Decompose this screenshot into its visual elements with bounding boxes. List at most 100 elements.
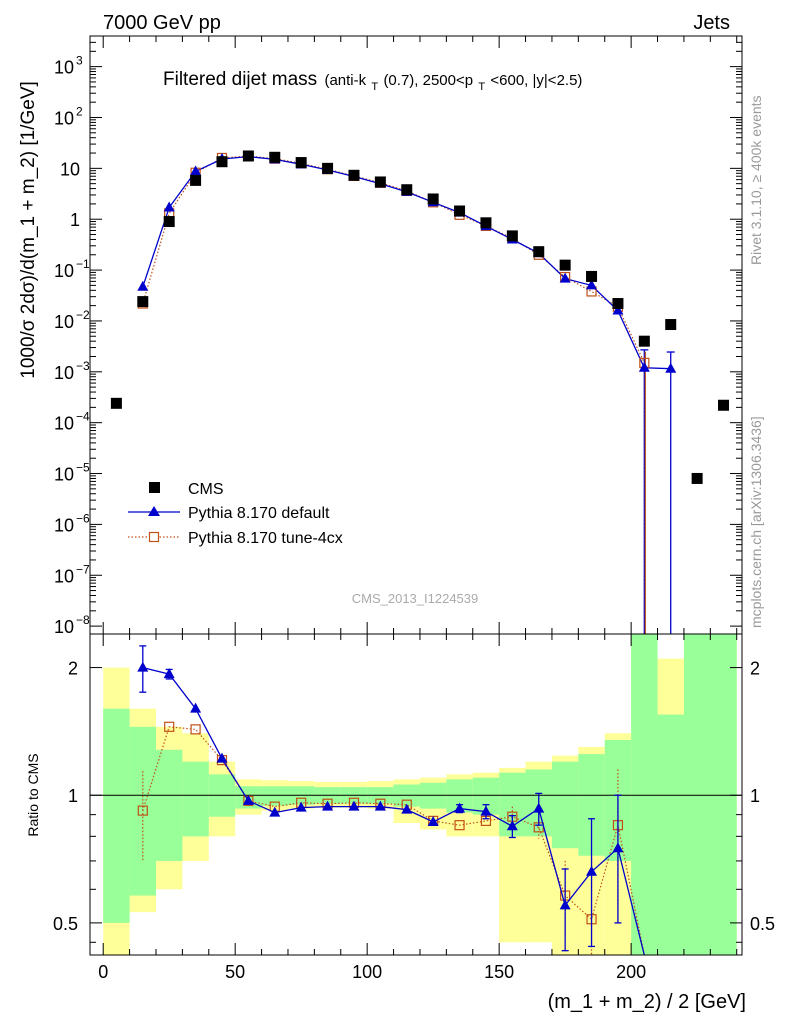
ratio-default-point [559, 899, 571, 910]
cms-point [401, 184, 413, 196]
ratio-default-point [269, 806, 281, 817]
cms-point [691, 472, 703, 484]
cms-point [533, 246, 545, 258]
cms-point [295, 157, 307, 169]
ratio-band-inner [155, 749, 183, 861]
y-tick-label: 10 [54, 414, 74, 434]
default-point [163, 201, 175, 212]
y-tick-exponent: −8 [76, 613, 90, 627]
ratio-default-point [612, 842, 624, 853]
main-title-sub-T: T [371, 81, 378, 93]
default-point [612, 304, 624, 315]
ratio-default-point [242, 794, 254, 805]
ratio-default-point [401, 803, 413, 814]
cms-point [322, 162, 334, 174]
side-mcplots-label: mcplots.cern.ch [arXiv:1306.3436] [748, 416, 764, 628]
legend-marker-tune [148, 531, 160, 543]
ratio-default-point [348, 800, 360, 811]
legend-marker-cms [149, 482, 160, 493]
x-tick-label: 100 [352, 962, 382, 982]
ratio-band-inner [551, 761, 579, 849]
y-tick-exponent: −3 [76, 359, 90, 373]
legend: CMS Pythia 8.170 default Pythia 8.170 tu… [128, 481, 343, 547]
ratio-y-tick-label-right: 0.5 [750, 914, 775, 934]
x-tick-label: 50 [225, 962, 245, 982]
main-title-sub-pre: (anti-k [324, 72, 366, 89]
x-axis-label: (m_1 + m_2) / 2 [GeV] [548, 991, 746, 1013]
ratio-default-point [374, 800, 386, 811]
y-tick-label: 10 [54, 566, 74, 586]
ratio-default-point [190, 702, 202, 713]
cms-point [427, 193, 439, 205]
cms-point [269, 151, 281, 163]
ratio-default-point [137, 661, 149, 672]
y-tick-label: 10 [54, 312, 74, 332]
watermark: CMS_2013_I1224539 [352, 591, 479, 606]
cms-point [506, 230, 518, 242]
cms-point [163, 216, 175, 228]
y-tick-exponent: −5 [76, 461, 90, 475]
y-tick-exponent: −2 [76, 308, 90, 322]
cms-point [665, 319, 677, 331]
ratio-default-point [586, 865, 598, 876]
legend-label-default: Pythia 8.170 default [188, 505, 330, 522]
default-point [665, 362, 677, 373]
main-title: Filtered dijet mass (anti-k T (0.7), 250… [163, 69, 582, 95]
header-left: 7000 GeV pp [103, 12, 221, 34]
y-tick-label: 10 [54, 58, 74, 78]
main-title-sub-mid: (0.7), 2500<p [383, 72, 473, 89]
cms-point [110, 397, 122, 409]
x-tick-label: 0 [98, 962, 108, 982]
ratio-tune-point [190, 724, 201, 735]
legend-label-cms: CMS [188, 481, 224, 498]
cms-point [559, 259, 571, 271]
legend-label-tune: Pythia 8.170 tune-4cx [188, 530, 343, 547]
ratio-tune-point [137, 805, 148, 816]
ratio-default-point [454, 802, 466, 813]
ratio-band-inner [129, 726, 156, 896]
ratio-y-tick-label-right: 2 [750, 659, 760, 679]
y-tick-label: 1 [70, 210, 80, 230]
ratio-default-point [533, 802, 545, 813]
ratio-band-inner [103, 708, 130, 923]
cms-point [348, 169, 360, 181]
cms-point [190, 174, 202, 186]
y-tick-exponent: −6 [76, 511, 90, 525]
ratio-y-tick-label: 2 [68, 659, 78, 679]
legend-marker-default [148, 506, 160, 516]
ratio-default-point [216, 752, 228, 763]
ratio-default-point [322, 800, 334, 811]
ratio-band-inner [657, 714, 684, 955]
default-point [559, 272, 571, 283]
cms-point [612, 298, 624, 310]
cms-point [216, 156, 228, 168]
ratio-band-inner [631, 634, 658, 955]
y-tick-label: 10 [54, 363, 74, 383]
main-title-main: Filtered dijet mass [163, 69, 317, 90]
ratio-frame [89, 633, 743, 956]
cms-point [137, 296, 149, 308]
y-tick-exponent: −7 [76, 562, 90, 576]
ratio-default-point [295, 801, 307, 812]
ratio-y-tick-label: 1 [68, 786, 78, 806]
default-point [137, 280, 149, 291]
default-point [586, 279, 598, 290]
y-tick-label: 10 [54, 108, 74, 128]
y-tick-exponent: 2 [76, 104, 83, 118]
side-rivet-label: Rivet 3.1.10, ≥ 400k events [748, 95, 764, 265]
series-line-tune [142, 155, 645, 634]
cms-point [638, 335, 650, 347]
ratio-default-point [506, 820, 518, 831]
y-tick-label: 10 [54, 617, 74, 637]
x-tick-label: 150 [484, 962, 514, 982]
ratio-y-tick-label-right: 1 [750, 786, 760, 806]
default-point [190, 165, 202, 176]
default-point [638, 361, 650, 372]
y-tick-exponent: −1 [76, 257, 90, 271]
ratio-band-inner [261, 786, 288, 806]
ratio-tune-point [454, 820, 465, 831]
main-title-sub-post: <600, |y|<2.5) [490, 72, 582, 89]
ratio-y-tick-label: 0.5 [53, 914, 78, 934]
cms-point [718, 399, 730, 411]
